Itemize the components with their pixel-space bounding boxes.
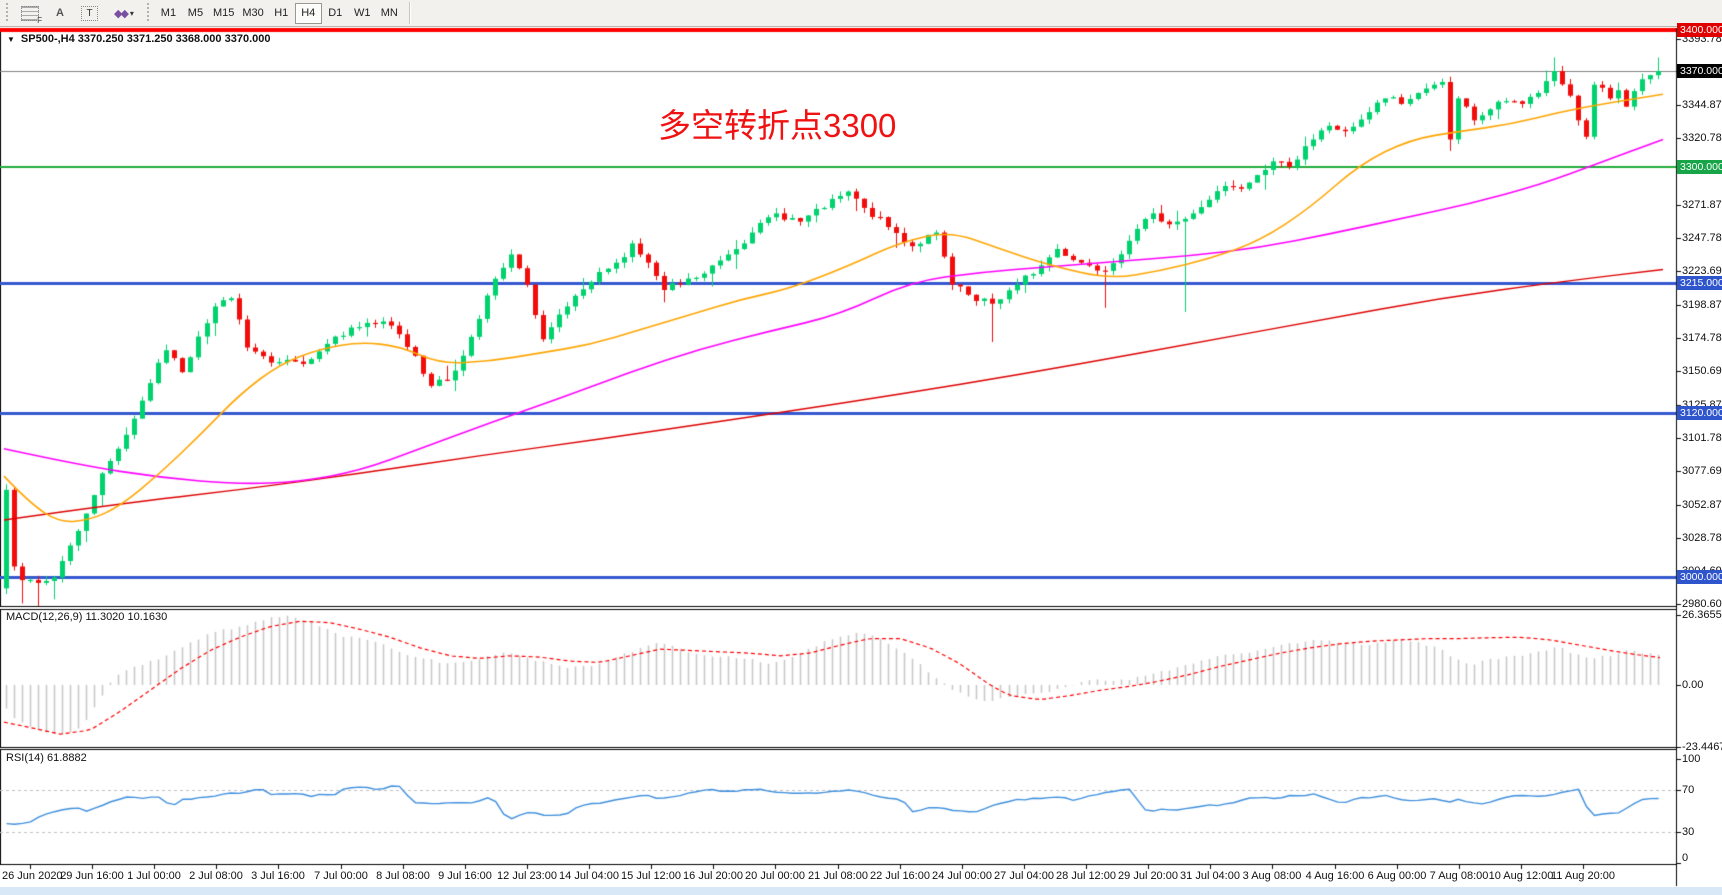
arrows-icon: ◆◆ (114, 7, 129, 20)
letter-t-icon: T (81, 5, 98, 21)
timeframe-d1-button[interactable]: D1 (322, 3, 349, 24)
timeframe-h1-button[interactable]: H1 (268, 3, 295, 24)
chart-canvas[interactable] (0, 27, 1722, 895)
timeframe-m1-button[interactable]: M1 (155, 3, 182, 24)
letter-a-icon: A (56, 7, 64, 19)
fibonacci-grid-icon: F (21, 5, 42, 25)
timeframe-mn-button[interactable]: MN (376, 3, 403, 24)
toolbar-grip[interactable] (4, 3, 9, 23)
toolbar-separator (408, 2, 410, 24)
toolbar: F A T ◆◆ ▾ M1 M5 M15 M30 H1 H4 D1 W1 MN (0, 0, 1722, 27)
chevron-down-icon[interactable]: ▾ (129, 8, 134, 18)
text-label-tool-button[interactable]: A (48, 2, 72, 24)
fibonacci-tool-button[interactable]: F (14, 2, 46, 25)
arrows-tool-button[interactable]: ◆◆ ▾ (107, 2, 141, 24)
toolbar-grip[interactable] (145, 3, 151, 23)
text-box-tool-button[interactable]: T (74, 2, 105, 24)
timeframe-m15-button[interactable]: M15 (209, 3, 238, 24)
timeframe-w1-button[interactable]: W1 (349, 3, 376, 24)
timeframe-m5-button[interactable]: M5 (182, 3, 209, 24)
timeframe-h4-button[interactable]: H4 (294, 2, 322, 24)
timeframe-m30-button[interactable]: M30 (238, 3, 267, 24)
